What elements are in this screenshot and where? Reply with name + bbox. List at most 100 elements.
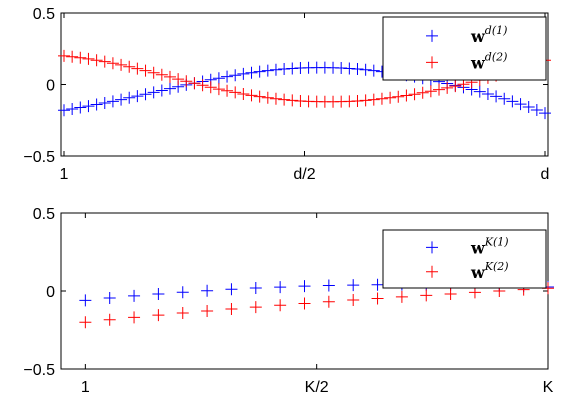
bottom-panel: 0.5 0 −0.5 1 K/2 KwK(1) wK(2) <box>23 206 554 396</box>
x-tick-label: d <box>541 166 550 183</box>
series-1-point <box>79 294 92 307</box>
series-1-point <box>212 72 225 85</box>
x-tick-label: d/2 <box>293 166 315 183</box>
series-2-point <box>416 86 429 99</box>
series-1-point <box>82 100 95 113</box>
series-2-point <box>180 75 193 88</box>
series-1-point <box>147 86 160 99</box>
series-2-point <box>286 94 299 107</box>
series-1-point <box>367 64 380 77</box>
series-1-point <box>58 104 70 117</box>
legend-marker <box>426 241 438 254</box>
series-2-point <box>196 79 209 92</box>
series-2-point <box>274 299 287 312</box>
series-1-point <box>128 289 141 302</box>
series-1-point <box>229 69 242 82</box>
series-2-point <box>123 60 136 73</box>
series-1-point <box>514 98 527 111</box>
series-2-point <box>444 287 457 300</box>
series-1-point <box>343 62 356 75</box>
series-1-point <box>74 101 87 114</box>
series-2-point <box>221 84 234 97</box>
series-2-point <box>204 81 217 94</box>
series-2-point <box>172 73 185 86</box>
series-1-point <box>322 279 335 292</box>
series-2-point <box>424 85 437 98</box>
series-2-point <box>261 91 274 104</box>
series-1-point <box>155 84 168 97</box>
series-1-point <box>237 67 250 80</box>
series-1-point <box>253 65 266 78</box>
series-1-point <box>490 90 503 103</box>
series-2-point <box>58 49 70 62</box>
series-2-point <box>152 309 165 322</box>
x-tick-label: K <box>543 379 554 396</box>
series-2-point <box>269 92 282 105</box>
series-2-point <box>420 289 433 302</box>
series-2-point <box>103 313 116 326</box>
series-2-point <box>128 311 141 324</box>
y-tick-label: 0.5 <box>33 6 55 23</box>
y-tick-label: 0 <box>46 78 55 95</box>
y-tick-label: 0.5 <box>33 206 55 223</box>
series-1-point <box>351 63 364 76</box>
series-1-point <box>371 278 384 291</box>
series-2-point <box>201 304 214 317</box>
legend-label: wK(1) <box>470 235 509 257</box>
series-2-point <box>229 86 242 99</box>
legend-box <box>382 16 547 81</box>
series-1-point <box>347 279 360 292</box>
series-2-point <box>237 87 250 100</box>
series-2-point <box>90 54 103 67</box>
legend-marker <box>426 29 438 42</box>
series-2-point <box>176 306 189 319</box>
series-2-point <box>66 50 79 63</box>
series-2-point <box>351 94 364 107</box>
legend-label: wd(2) <box>470 50 507 72</box>
series-1-point <box>269 63 282 76</box>
series-2-point <box>131 62 144 75</box>
series-1-point <box>530 103 543 116</box>
series-1-point <box>176 286 189 299</box>
series-1-point <box>163 82 176 95</box>
series-1-point <box>106 95 119 108</box>
series-1-point <box>473 85 486 98</box>
series-2-point <box>278 93 291 106</box>
y-tick-label: −0.5 <box>23 149 55 166</box>
series-1-point <box>249 282 262 295</box>
y-tick-label: −0.5 <box>23 362 55 379</box>
x-tick-label: 1 <box>81 379 90 396</box>
series-1-point <box>131 90 144 103</box>
series-1-point <box>139 88 152 101</box>
series-2-point <box>212 83 225 96</box>
legend-marker <box>426 56 438 69</box>
series-2-point <box>139 64 152 77</box>
series-2-point <box>106 57 119 70</box>
series-2-point <box>347 294 360 307</box>
legend-label: wd(1) <box>470 24 507 46</box>
series-2-point <box>371 292 384 305</box>
series-1-point <box>274 281 287 294</box>
legend-label: wK(2) <box>470 260 509 282</box>
series-2-point <box>115 58 128 71</box>
series-2-point <box>359 94 372 107</box>
series-1-point <box>66 102 79 115</box>
x-tick-label: K/2 <box>305 379 329 396</box>
series-2-point <box>298 297 311 310</box>
x-tick-label: 1 <box>60 166 69 183</box>
top-panel: 0.5 0 −0.5 1 d/2 d wd(1) wd(2) <box>23 6 551 183</box>
series-2-point <box>441 81 454 94</box>
series-1-point <box>498 92 511 105</box>
series-1-point <box>90 98 103 111</box>
series-2-point <box>400 89 413 102</box>
series-2-point <box>74 51 87 64</box>
series-1-point <box>221 70 234 83</box>
series-1-point <box>522 100 535 113</box>
series-2-point <box>395 290 408 303</box>
series-2-point <box>384 91 397 104</box>
series-2-point <box>408 88 421 101</box>
series-1-point <box>359 63 372 76</box>
series-2-point <box>375 92 388 105</box>
legend-marker <box>426 265 438 278</box>
